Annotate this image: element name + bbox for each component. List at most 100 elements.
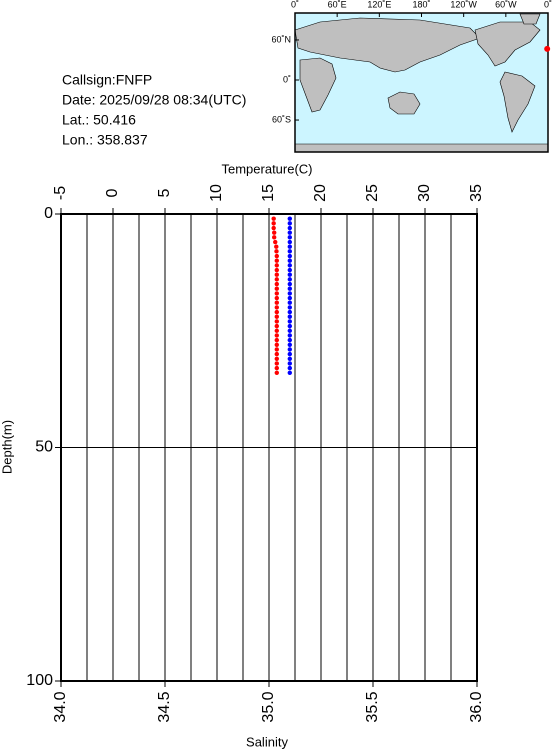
profile-point (274, 347, 279, 352)
map-lon-label: 60˚E (328, 0, 347, 9)
profile-point (271, 225, 276, 231)
profile-point (274, 314, 279, 319)
profile-point (274, 361, 279, 366)
profile-point (287, 305, 292, 310)
profile-point (287, 361, 292, 366)
map-lon-label: 0˚ (291, 0, 299, 9)
profile-point (287, 328, 292, 333)
map-lon-label: 180˚ (412, 0, 430, 9)
profile-point (274, 244, 279, 249)
profile-point (287, 365, 292, 371)
profile-point (287, 230, 292, 235)
profile-point (274, 319, 279, 324)
profile-point (287, 244, 292, 249)
profile-point (287, 253, 292, 259)
info-text: Date: 2025/09/28 08:34(UTC) (62, 92, 246, 108)
profile-point (287, 272, 292, 277)
profile-point (274, 333, 279, 338)
greenland (519, 13, 541, 25)
x-tick-label: 10 (208, 184, 225, 202)
y-tick-label: 100 (26, 672, 53, 689)
x-tick-label: 20 (312, 184, 329, 202)
profile-point (287, 337, 292, 343)
map-lat-label: 0˚ (283, 74, 291, 84)
profile-point (274, 370, 279, 375)
profile-point (272, 235, 277, 240)
profile-point (287, 225, 292, 231)
x2-tick-label: 36.0 (468, 691, 485, 722)
profile-point (271, 221, 276, 226)
profile-point (287, 239, 292, 245)
profile-point (287, 342, 292, 347)
profile-point (274, 291, 279, 296)
land (294, 13, 549, 153)
profile-point (274, 300, 279, 305)
profile-point (274, 281, 279, 287)
profile-point (274, 309, 279, 315)
x2-tick-label: 35.5 (364, 691, 381, 722)
profile-point (274, 295, 279, 301)
profile-point (287, 370, 292, 375)
profile-point (287, 319, 292, 324)
profile-point (287, 249, 292, 254)
profile-point (274, 249, 279, 254)
profile-point (274, 365, 279, 371)
profile-point (274, 258, 279, 263)
australia (387, 91, 421, 115)
profile-point (287, 300, 292, 305)
profile-point (274, 305, 279, 310)
profile-point (287, 267, 292, 273)
profile-point (287, 309, 292, 315)
map-marker (544, 45, 551, 52)
x-tick-label: 25 (364, 184, 381, 202)
profile-point (287, 295, 292, 301)
profile-point (274, 337, 279, 343)
profile-point (272, 230, 277, 235)
profile-point (274, 328, 279, 333)
profile-point (274, 286, 279, 291)
y-tick-label: 0 (44, 205, 53, 222)
profile-point (287, 281, 292, 287)
info-text: Lat.: 50.416 (62, 112, 136, 128)
profile-point (274, 356, 279, 361)
profile-point (287, 347, 292, 352)
x-tick-label: 35 (468, 184, 485, 202)
profile-point (274, 351, 279, 357)
profile-point (287, 314, 292, 319)
map-lon-label: 120˚W (450, 0, 477, 9)
profile-point (287, 216, 292, 221)
map-lon-label: 0˚ (544, 0, 552, 9)
map-lon-label: 60˚W (495, 0, 517, 9)
x-tick-label: 15 (260, 184, 277, 202)
x-axis-label: Temperature(C) (221, 161, 312, 176)
profile-point (274, 342, 279, 347)
profile-point (287, 277, 292, 282)
profile-point (274, 277, 279, 282)
y-tick-label: 50 (35, 439, 53, 456)
profile-point (274, 323, 279, 329)
profile-point (287, 351, 292, 357)
map-lon-label: 120˚E (367, 0, 391, 9)
x-tick-label: 5 (156, 188, 173, 197)
eurasia (294, 17, 481, 73)
grid (60, 213, 478, 682)
south-america (499, 71, 536, 133)
north-america (474, 21, 541, 67)
x-tick-label: -5 (52, 186, 69, 200)
profile-point (274, 267, 279, 273)
profile-point (287, 333, 292, 338)
map (294, 12, 549, 153)
info-text: Lon.: 358.837 (62, 132, 148, 148)
profile-point (287, 291, 292, 296)
map-lat-label: 60˚S (272, 114, 291, 124)
map-lat-label: 60˚N (271, 34, 291, 44)
x2-axis-label: Salinity (246, 734, 288, 749)
profile-point (287, 356, 292, 361)
profile-point (274, 263, 279, 268)
profile-point (287, 221, 292, 226)
x-tick-label: 30 (416, 184, 433, 202)
x2-tick-label: 35.0 (260, 691, 277, 722)
profile-point (274, 272, 279, 277)
